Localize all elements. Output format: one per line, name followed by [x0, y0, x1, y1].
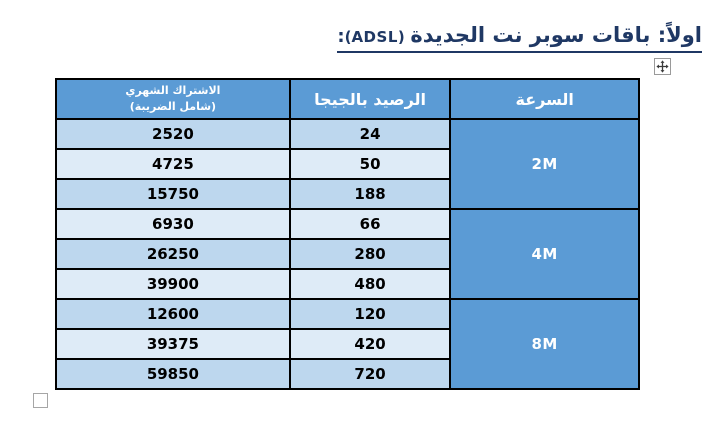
balance-cell[interactable]: 420 — [288, 328, 452, 360]
header-subscription-line1: الاشتراك الشهري — [125, 83, 221, 97]
page-title-arabic: اولاً: باقات سوبر نت الجديدة — [410, 23, 702, 47]
table-resize-square[interactable] — [33, 393, 48, 408]
subscription-cell[interactable]: 39375 — [55, 328, 291, 360]
balance-cell[interactable]: 50 — [288, 148, 452, 180]
table-move-handle[interactable] — [654, 58, 671, 75]
speed-cell-2m[interactable]: 2M — [449, 118, 640, 210]
table-row: 420 39375 — [55, 328, 639, 360]
subscription-cell[interactable]: 4725 — [55, 148, 291, 180]
balance-cell[interactable]: 720 — [288, 358, 452, 390]
page-title-colon: : — [337, 26, 345, 47]
speed-cell-8m[interactable]: 8M — [449, 298, 640, 390]
header-subscription[interactable]: الاشتراك الشهري (شامل الضريبة) — [55, 78, 291, 120]
table-header-row: السرعة الرصيد بالجيجا الاشتراك الشهري (ش… — [55, 78, 640, 120]
subscription-cell[interactable]: 15750 — [55, 178, 291, 210]
header-balance[interactable]: الرصيد بالجيجا — [288, 78, 452, 120]
subscription-cell[interactable]: 12600 — [55, 298, 291, 330]
table-row: 720 59850 — [55, 358, 639, 390]
subscription-cell[interactable]: 6930 — [55, 208, 291, 240]
balance-cell[interactable]: 480 — [288, 268, 452, 300]
table-row: 280 26250 — [55, 238, 639, 270]
balance-cell[interactable]: 120 — [288, 298, 452, 330]
table-row: 188 15750 — [55, 178, 639, 210]
subscription-cell[interactable]: 26250 — [55, 238, 291, 270]
header-subscription-line2: (شامل الضريبة) — [129, 100, 217, 113]
adsl-packages-table: السرعة الرصيد بالجيجا الاشتراك الشهري (ش… — [55, 78, 640, 390]
subscription-cell[interactable]: 39900 — [55, 268, 291, 300]
table-row: 2M 24 2520 — [55, 118, 640, 210]
page-title-adsl: (ADSL) — [344, 28, 405, 46]
balance-cell[interactable]: 188 — [288, 178, 452, 210]
table-row: 4M 66 6930 — [55, 208, 640, 300]
move-icon — [656, 60, 669, 73]
subscription-cell[interactable]: 59850 — [55, 358, 291, 390]
table-row: 8M 120 12600 — [55, 298, 640, 390]
table-row: 50 4725 — [55, 148, 639, 180]
header-speed[interactable]: السرعة — [449, 78, 640, 120]
balance-cell[interactable]: 24 — [288, 118, 452, 150]
page-title[interactable]: اولاً: باقات سوبر نت الجديدة (ADSL): — [337, 23, 702, 54]
speed-cell-4m[interactable]: 4M — [449, 208, 640, 300]
subscription-cell[interactable]: 2520 — [55, 118, 291, 150]
balance-cell[interactable]: 66 — [288, 208, 452, 240]
balance-cell[interactable]: 280 — [288, 238, 452, 270]
table-row: 480 39900 — [55, 268, 639, 300]
